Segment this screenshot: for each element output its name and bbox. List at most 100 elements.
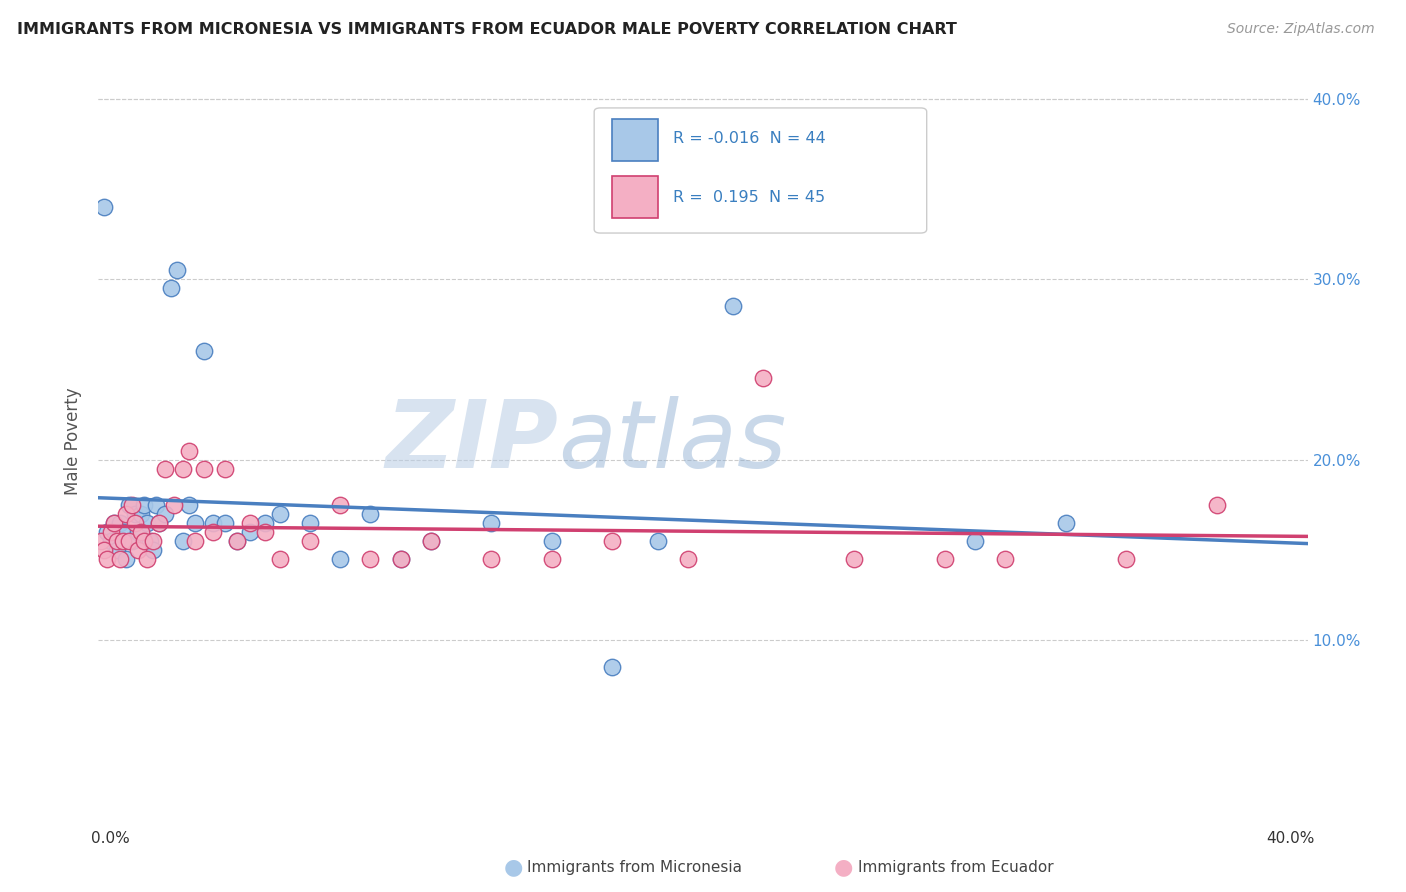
Point bbox=[184, 533, 207, 548]
Text: ●: ● bbox=[503, 857, 523, 877]
Point bbox=[121, 498, 143, 512]
Point bbox=[153, 461, 176, 475]
Point bbox=[193, 461, 215, 475]
FancyBboxPatch shape bbox=[613, 176, 658, 218]
Point bbox=[184, 516, 207, 530]
Point bbox=[132, 533, 155, 548]
Point bbox=[481, 552, 503, 566]
Point bbox=[844, 552, 866, 566]
Point bbox=[172, 461, 194, 475]
Point bbox=[202, 516, 225, 530]
Point bbox=[269, 552, 291, 566]
Point bbox=[129, 507, 152, 521]
Point bbox=[127, 542, 149, 557]
Point bbox=[179, 443, 201, 458]
Point bbox=[226, 533, 249, 548]
Point bbox=[193, 344, 215, 359]
Point bbox=[135, 552, 157, 566]
Point bbox=[105, 533, 128, 548]
Point bbox=[299, 516, 322, 530]
Text: atlas: atlas bbox=[558, 396, 786, 487]
Point bbox=[160, 281, 183, 295]
Point bbox=[90, 533, 112, 548]
Point bbox=[105, 542, 128, 557]
Text: IMMIGRANTS FROM MICRONESIA VS IMMIGRANTS FROM ECUADOR MALE POVERTY CORRELATION C: IMMIGRANTS FROM MICRONESIA VS IMMIGRANTS… bbox=[17, 22, 956, 37]
Point bbox=[965, 533, 987, 548]
Point bbox=[139, 533, 162, 548]
Point bbox=[124, 516, 146, 530]
Point bbox=[389, 552, 412, 566]
Point bbox=[420, 533, 443, 548]
Point bbox=[121, 533, 143, 548]
Point bbox=[202, 524, 225, 539]
Point bbox=[135, 516, 157, 530]
Point bbox=[114, 552, 136, 566]
Point bbox=[108, 516, 131, 530]
Point bbox=[389, 552, 412, 566]
Point bbox=[111, 524, 134, 539]
Point bbox=[253, 516, 276, 530]
Point bbox=[1054, 516, 1077, 530]
Point bbox=[602, 660, 624, 674]
Point bbox=[118, 533, 141, 548]
Point bbox=[540, 552, 562, 566]
Point bbox=[100, 524, 122, 539]
Point bbox=[723, 299, 745, 313]
Text: R =  0.195  N = 45: R = 0.195 N = 45 bbox=[672, 190, 825, 205]
Point bbox=[142, 542, 165, 557]
Point bbox=[100, 533, 122, 548]
Point bbox=[329, 552, 352, 566]
Point bbox=[96, 552, 118, 566]
Point bbox=[127, 524, 149, 539]
Point bbox=[1115, 552, 1137, 566]
Point bbox=[994, 552, 1017, 566]
Point bbox=[111, 533, 134, 548]
Point bbox=[602, 533, 624, 548]
Point bbox=[132, 498, 155, 512]
Point bbox=[420, 533, 443, 548]
Point bbox=[360, 507, 382, 521]
Point bbox=[934, 552, 956, 566]
Point bbox=[124, 507, 146, 521]
Point bbox=[752, 371, 775, 385]
Point bbox=[118, 498, 141, 512]
Text: 0.0%: 0.0% bbox=[91, 831, 131, 846]
Point bbox=[239, 524, 262, 539]
Point bbox=[299, 533, 322, 548]
Point bbox=[93, 200, 115, 214]
Point bbox=[540, 533, 562, 548]
Point bbox=[360, 552, 382, 566]
Text: R = -0.016  N = 44: R = -0.016 N = 44 bbox=[672, 131, 825, 145]
Point bbox=[239, 516, 262, 530]
Point bbox=[142, 533, 165, 548]
Point bbox=[103, 516, 125, 530]
Text: Source: ZipAtlas.com: Source: ZipAtlas.com bbox=[1227, 22, 1375, 37]
Point bbox=[329, 498, 352, 512]
Point bbox=[148, 516, 170, 530]
Point bbox=[179, 498, 201, 512]
Point bbox=[153, 507, 176, 521]
Point bbox=[253, 524, 276, 539]
Point bbox=[214, 516, 236, 530]
Point bbox=[214, 461, 236, 475]
Text: 40.0%: 40.0% bbox=[1267, 831, 1315, 846]
Point bbox=[129, 524, 152, 539]
Point bbox=[114, 507, 136, 521]
Text: Immigrants from Micronesia: Immigrants from Micronesia bbox=[527, 860, 742, 874]
Point bbox=[145, 498, 167, 512]
Point bbox=[481, 516, 503, 530]
Point bbox=[148, 516, 170, 530]
Text: ●: ● bbox=[834, 857, 853, 877]
Point bbox=[103, 516, 125, 530]
Text: ZIP: ZIP bbox=[385, 395, 558, 488]
FancyBboxPatch shape bbox=[613, 120, 658, 161]
Point bbox=[93, 542, 115, 557]
Point bbox=[647, 533, 669, 548]
Point bbox=[172, 533, 194, 548]
Point bbox=[96, 524, 118, 539]
Y-axis label: Male Poverty: Male Poverty bbox=[65, 388, 83, 495]
Point bbox=[226, 533, 249, 548]
Point bbox=[1206, 498, 1229, 512]
FancyBboxPatch shape bbox=[595, 108, 927, 233]
Point bbox=[163, 498, 186, 512]
